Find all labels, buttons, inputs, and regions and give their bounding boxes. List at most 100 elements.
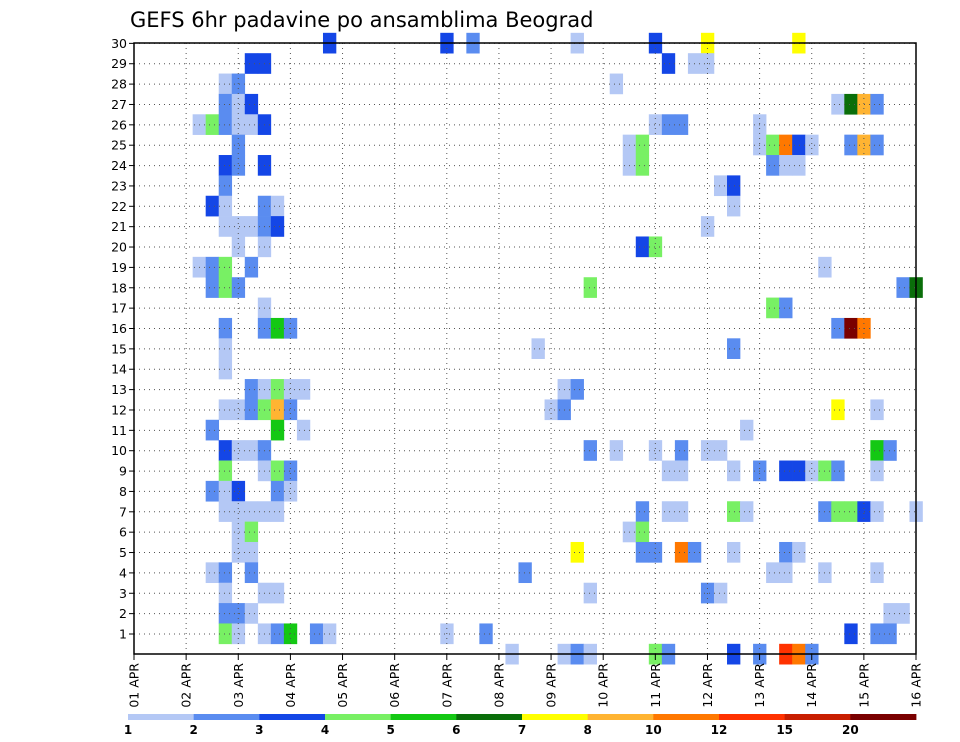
heatmap-cell bbox=[870, 562, 884, 584]
legend-swatch bbox=[784, 714, 851, 720]
heatmap-cell bbox=[674, 501, 689, 522]
heatmap-cell bbox=[609, 73, 624, 95]
heatmap-cell bbox=[309, 623, 324, 645]
x-tick-label: 10 APR bbox=[596, 663, 611, 708]
heatmap-cell bbox=[805, 460, 819, 482]
grid-layer bbox=[134, 42, 916, 654]
heatmap-cell bbox=[231, 480, 246, 502]
heatmap-cell bbox=[661, 460, 676, 482]
x-tick-label: 03 APR bbox=[231, 663, 246, 708]
heatmap-cell bbox=[727, 460, 741, 482]
heatmap-cell bbox=[779, 134, 793, 156]
x-tick-label: 15 APR bbox=[856, 663, 871, 708]
heatmap-cell bbox=[218, 195, 233, 217]
heatmap-cell bbox=[779, 155, 793, 176]
legend-swatch bbox=[259, 714, 326, 720]
heatmap-cell bbox=[218, 216, 233, 237]
x-tick-label: 09 APR bbox=[544, 663, 559, 708]
heatmap-cell bbox=[218, 603, 233, 624]
legend-label: 15 bbox=[776, 723, 793, 737]
heatmap-cell bbox=[231, 521, 246, 543]
heatmap-cell bbox=[674, 114, 689, 135]
y-tick-label: 22 bbox=[111, 199, 127, 214]
y-tick-label: 24 bbox=[111, 158, 127, 173]
heatmap-cell bbox=[570, 541, 584, 563]
heatmap-cell bbox=[883, 603, 897, 624]
heatmap-cell bbox=[244, 440, 259, 461]
heatmap-cell bbox=[700, 440, 715, 461]
heatmap-cell bbox=[700, 216, 715, 237]
y-tick-label: 2 bbox=[119, 606, 127, 621]
y-axis: 1234567891011121314151617181920212223242… bbox=[111, 36, 134, 642]
heatmap-cell bbox=[792, 460, 806, 482]
heatmap-cell bbox=[831, 317, 845, 339]
heatmap-cell bbox=[296, 419, 311, 441]
heatmap-cell bbox=[270, 195, 285, 217]
heatmap-cell bbox=[844, 623, 858, 645]
heatmap-cell bbox=[609, 440, 624, 461]
x-tick-label: 12 APR bbox=[700, 663, 715, 708]
heatmap-cell bbox=[270, 460, 285, 482]
x-tick-label: 05 APR bbox=[335, 663, 350, 708]
heatmap-cell bbox=[231, 501, 246, 522]
heatmap-cell bbox=[831, 93, 845, 115]
heatmap-cell bbox=[231, 440, 246, 461]
y-tick-label: 1 bbox=[119, 627, 127, 642]
heatmap-cell bbox=[205, 480, 220, 502]
heatmap-cell bbox=[218, 623, 233, 645]
y-tick-label: 5 bbox=[119, 545, 127, 560]
heatmap-cell bbox=[779, 562, 793, 584]
heatmap-cell bbox=[231, 277, 246, 298]
heatmap-cell bbox=[283, 480, 298, 502]
y-tick-label: 4 bbox=[119, 565, 127, 580]
heatmap-cell bbox=[244, 114, 259, 135]
heatmap-cell bbox=[805, 134, 819, 156]
heatmap-cell bbox=[583, 582, 597, 604]
heatmap-cell bbox=[674, 460, 689, 482]
cells-layer bbox=[192, 32, 923, 665]
legend-swatch bbox=[522, 714, 589, 720]
y-tick-label: 10 bbox=[111, 443, 127, 458]
y-tick-label: 19 bbox=[111, 260, 127, 275]
x-tick-label: 13 APR bbox=[752, 663, 767, 708]
heatmap-cell bbox=[231, 399, 246, 421]
heatmap-cell bbox=[544, 399, 558, 421]
heatmap-cell bbox=[218, 175, 233, 197]
heatmap-cell bbox=[792, 155, 806, 176]
heatmap-cell bbox=[727, 501, 741, 522]
heatmap-cell bbox=[648, 236, 663, 258]
heatmap-cell bbox=[792, 541, 806, 563]
heatmap-cell bbox=[244, 501, 259, 522]
heatmap-cell bbox=[270, 317, 285, 339]
heatmap-cell bbox=[661, 501, 676, 522]
legend-swatch bbox=[850, 714, 917, 720]
heatmap-cell bbox=[727, 541, 741, 563]
heatmap-cell bbox=[270, 623, 285, 645]
heatmap-cell bbox=[844, 317, 858, 339]
legend-swatch bbox=[719, 714, 786, 720]
heatmap-cell bbox=[244, 562, 259, 584]
heatmap-cell bbox=[231, 155, 246, 176]
legend-label: 12 bbox=[711, 723, 728, 737]
legend-label: 7 bbox=[518, 723, 526, 737]
heatmap-cell bbox=[713, 440, 728, 461]
heatmap-cell bbox=[727, 338, 741, 359]
heatmap-cell bbox=[231, 216, 246, 237]
y-tick-label: 14 bbox=[111, 362, 127, 377]
heatmap-cell bbox=[766, 155, 780, 176]
legend-swatch bbox=[587, 714, 654, 720]
heatmap-cell bbox=[205, 277, 220, 298]
legend-swatch bbox=[325, 714, 392, 720]
legend-label: 10 bbox=[645, 723, 662, 737]
y-tick-label: 25 bbox=[111, 138, 127, 153]
y-tick-label: 20 bbox=[111, 240, 127, 255]
heatmap-cell bbox=[661, 53, 676, 74]
y-tick-label: 30 bbox=[111, 36, 127, 51]
heatmap-cell bbox=[635, 501, 650, 522]
legend-swatch bbox=[456, 714, 523, 720]
x-tick-label: 04 APR bbox=[283, 663, 298, 708]
heatmap-cell bbox=[583, 440, 597, 461]
heatmap-cell bbox=[648, 440, 663, 461]
heatmap-cell bbox=[648, 541, 663, 563]
